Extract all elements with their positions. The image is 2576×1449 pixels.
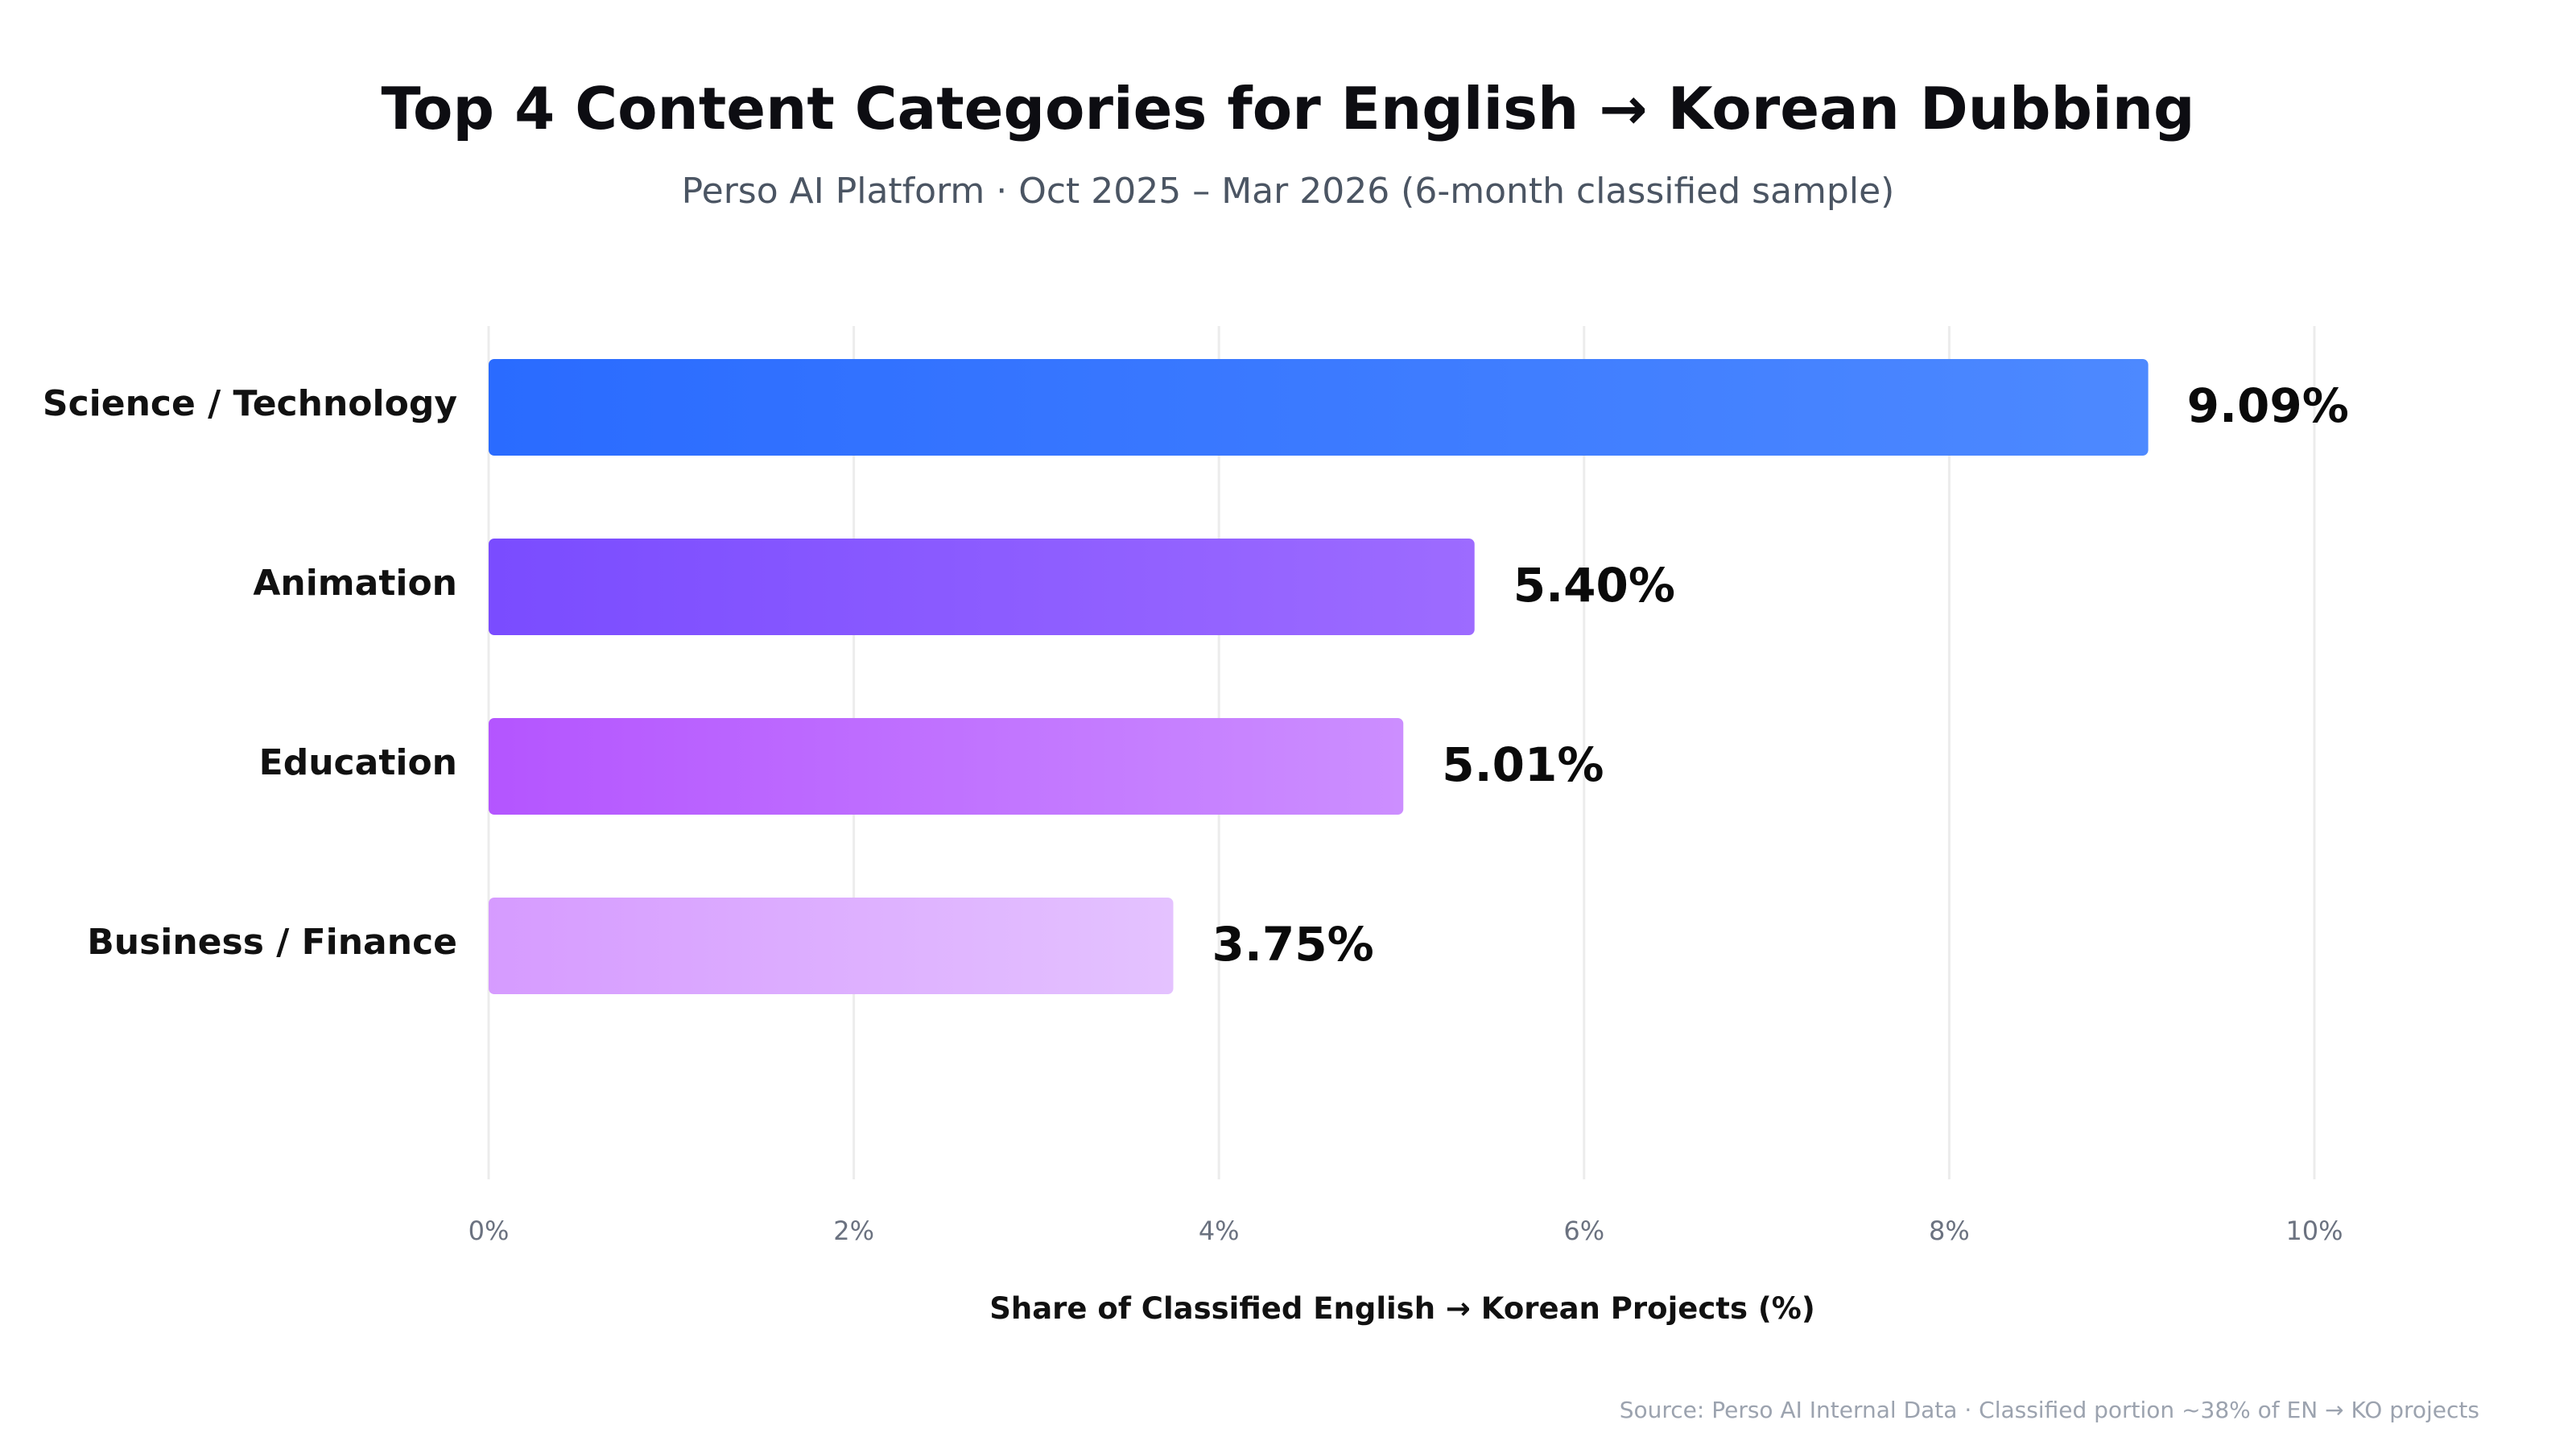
bar (489, 359, 2149, 456)
bar-layer (489, 359, 2149, 994)
category-label: Animation (253, 563, 457, 604)
x-tick-label: 2% (833, 1216, 874, 1246)
value-label: 9.09% (2187, 378, 2349, 433)
value-label: 5.40% (1513, 558, 1675, 613)
x-tick-label: 8% (1929, 1216, 1970, 1246)
value-label: 5.01% (1442, 737, 1604, 792)
source-note: Source: Perso AI Internal Data · Classif… (1620, 1397, 2479, 1423)
bar (489, 539, 1475, 635)
chart-subtitle: Perso AI Platform · Oct 2025 – Mar 2026 … (682, 171, 1895, 212)
x-tick-label: 4% (1199, 1216, 1240, 1246)
value-label: 3.75% (1212, 917, 1374, 972)
category-labels: Science / Technology Animation Education Bu… (43, 383, 457, 963)
chart-title: Top 4 Content Categories for English → K… (381, 75, 2194, 142)
bar (489, 898, 1174, 994)
x-tick-label: 10% (2285, 1216, 2343, 1246)
category-label: Business / Finance (87, 922, 457, 963)
category-label: Science / Technology (43, 383, 457, 424)
value-labels: 9.09% 5.40% 5.01% 3.75% (1212, 378, 2349, 972)
x-axis-label: Share of Classified English → Korean Pro… (989, 1291, 1815, 1326)
x-axis-ticks: 0% 2% 4% 6% 8% 10% (469, 1216, 2343, 1246)
x-tick-label: 6% (1563, 1216, 1604, 1246)
bar (489, 718, 1404, 815)
x-tick-label: 0% (469, 1216, 510, 1246)
category-label: Education (259, 742, 457, 783)
